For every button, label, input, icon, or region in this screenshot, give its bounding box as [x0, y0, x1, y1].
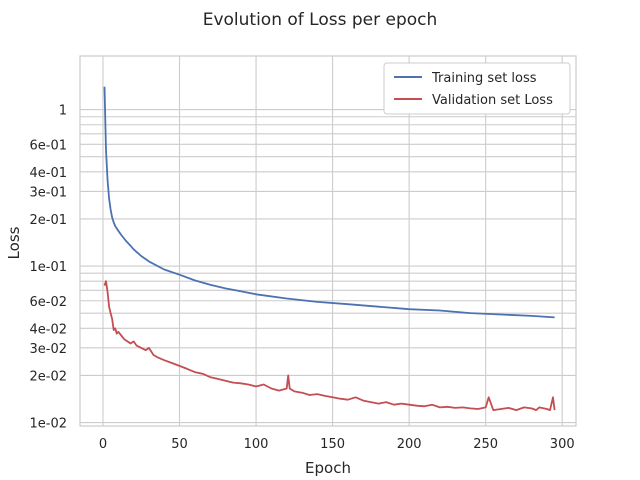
y-tick-label: 6e-01 [29, 138, 67, 153]
y-tick-label: 4e-02 [29, 322, 67, 337]
x-tick-label: 50 [171, 437, 188, 452]
y-tick-label: 2e-01 [29, 213, 67, 228]
training-loss-line [103, 86, 555, 319]
grid-lines [80, 56, 576, 426]
y-tick-labels: 1e-02 2e-02 3e-02 4e-02 6e-02 1e-01 2e-01 3e-01… [29, 104, 67, 432]
x-tick-label: 0 [99, 437, 107, 452]
y-tick-label: 1 [59, 104, 67, 119]
validation-loss-line [103, 280, 556, 412]
legend-box [383, 62, 571, 115]
x-tick-label: 300 [550, 437, 575, 452]
x-tick-label: 100 [244, 437, 269, 452]
plot-frame [79, 55, 577, 427]
y-tick-label: 3e-02 [29, 342, 67, 357]
legend-label-validation: Validation set Loss [432, 93, 553, 108]
y-tick-label: 6e-02 [29, 295, 67, 310]
chart-title: Evolution of Loss per epoch [203, 10, 438, 30]
x-axis-label: Epoch [305, 459, 351, 477]
x-tick-label: 150 [320, 437, 345, 452]
x-tick-label: 250 [473, 437, 498, 452]
y-tick-label: 1e-01 [29, 260, 67, 275]
x-tick-label: 200 [397, 437, 422, 452]
x-tick-labels: 0 50 100 150 200 250 300 [99, 437, 575, 452]
y-axis-label: Loss [5, 226, 23, 259]
y-tick-label: 1e-02 [29, 417, 67, 432]
plot-area [79, 55, 577, 427]
y-tick-label: 2e-02 [29, 369, 67, 384]
y-tick-label: 4e-01 [29, 166, 67, 181]
legend: Training set loss Validation set Loss [383, 62, 571, 115]
series-layer [103, 86, 556, 412]
y-tick-label: 3e-01 [29, 185, 67, 200]
legend-label-training: Training set loss [431, 71, 537, 86]
